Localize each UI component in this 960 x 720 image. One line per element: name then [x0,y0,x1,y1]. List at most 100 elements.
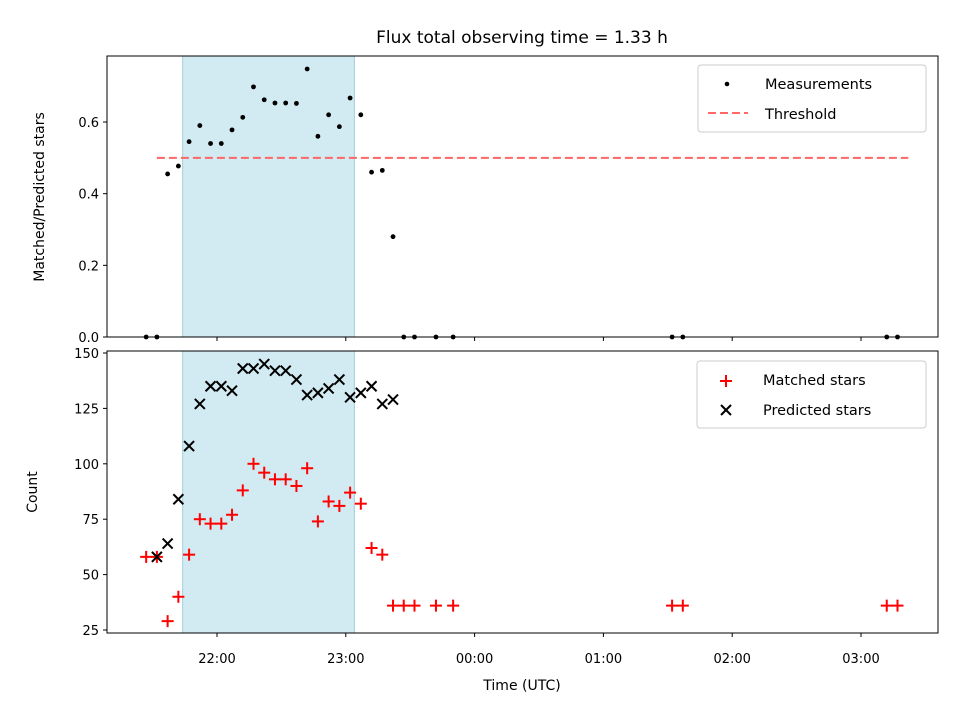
matched-star-point [408,599,421,612]
bottom-x-axis-label: Time (UTC) [482,678,560,694]
bottom-x-ticks: 22:00 23:00 00:00 01:00 02:00 03:00 [198,633,880,667]
matched-star-point [666,599,679,612]
measurement-point [294,100,299,106]
bottom-x-tick-label: 22:00 [198,652,235,667]
bottom-shaded-region [182,350,355,634]
matched-star-point [183,548,196,561]
measurement-point [240,114,246,120]
top-y-ticks: 0.0 0.2 0.4 0.6 [78,116,107,346]
measurement-point [336,124,342,130]
matched-star-point [247,457,260,470]
legend-measurements-label: Measurements [765,77,872,93]
measurement-point [186,139,192,145]
chart-title: Flux total observing time = 1.33 h [376,28,668,48]
matched-star-point [172,590,185,603]
measurement-point [229,127,235,133]
matched-star-point [311,515,324,528]
measurement-point [218,141,224,146]
matched-star-point [880,599,893,612]
matched-star-point [387,599,400,612]
top-y-axis-label: Matched/Predicted stars [32,112,48,282]
matched-star-point [290,479,303,492]
top-shaded-region [182,55,355,338]
matched-star-point [429,599,442,612]
legend-predicted-marker [720,404,732,416]
bottom-y-tick-label: 125 [74,402,99,417]
predicted-star-point [172,493,185,505]
bottom-y-tick-label: 100 [74,458,99,473]
predicted-star-point [279,365,292,377]
predicted-star-point [355,387,367,399]
matched-star-point [258,466,271,479]
legend-matched-label: Matched stars [763,373,866,389]
predicted-star-point [333,373,346,386]
matched-star-point [236,484,249,497]
matched-star-point [891,599,904,612]
predicted-star-point [290,373,303,386]
predicted-star-point [204,380,217,392]
measurement-point [165,171,171,177]
predicted-star-point [194,398,206,410]
predicted-star-point [344,391,356,404]
top-y-tick-label: 0.2 [78,259,99,274]
predicted-star-point [269,365,281,377]
matched-star-point [447,599,460,612]
bottom-legend: Matched stars Predicted stars [696,360,927,429]
matched-star-point [226,508,239,521]
matched-star-point [333,499,346,512]
bottom-x-tick-label: 01:00 [585,652,622,667]
matched-star-point [215,517,228,530]
predicted-star-point [365,380,378,392]
predicted-star-point [312,387,324,399]
matched-star-point [268,473,281,486]
matched-star-point [344,486,357,499]
measurement-point [197,123,203,128]
legend-measurements-marker [724,81,730,87]
predicted-star-point [376,398,389,410]
predicted-star-point [151,551,163,563]
bottom-x-tick-label: 02:00 [713,652,750,667]
predicted-star-point [215,380,228,392]
top-legend: Measurements Threshold [697,64,927,133]
matched-star-point [354,497,367,510]
predicted-star-point [226,384,238,397]
predicted-star-point [258,358,270,370]
bottom-y-axis-label: Count [25,471,41,513]
matched-star-point [279,473,292,486]
measurement-point [379,167,385,173]
legend-matched-marker [720,375,732,387]
legend-predicted-label: Predicted stars [763,403,871,419]
top-panel: 0.0 0.2 0.4 0.6 Matched/Predicted stars Mea… [32,55,939,346]
bottom-x-tick-label: 23:00 [327,652,364,667]
bottom-x-tick-label: 03:00 [842,652,879,667]
measurement-point [304,66,310,72]
measurement-point [326,112,332,118]
measurement-point [358,112,364,118]
bottom-y-tick-label: 150 [74,347,99,362]
matched-stars-points [140,457,904,628]
matched-star-point [676,599,689,612]
bottom-y-tick-label: 50 [82,569,99,584]
legend-threshold-label: Threshold [764,107,836,123]
measurement-point [261,97,267,103]
matched-star-point [140,550,153,563]
bottom-y-tick-label: 25 [82,624,99,639]
predicted-star-point [301,389,313,401]
matched-star-point [193,513,206,526]
bottom-y-tick-label: 75 [82,513,99,528]
bottom-plot-frame [106,350,939,634]
top-y-tick-label: 0.0 [78,331,99,346]
matched-star-point [397,599,410,612]
predicted-star-point [161,537,174,550]
matched-star-point [376,548,389,561]
predicted-stars-points [151,358,399,563]
top-plot-frame [106,55,939,338]
top-y-tick-label: 0.6 [78,116,99,131]
measurement-point [175,163,181,169]
top-y-tick-label: 0.4 [78,188,99,203]
matched-star-point [365,542,378,555]
top-x-ticks [216,337,862,341]
measurement-point [283,100,289,106]
bottom-y-ticks: 25 50 75 100 125 150 [74,347,107,639]
measurement-point [315,133,321,139]
